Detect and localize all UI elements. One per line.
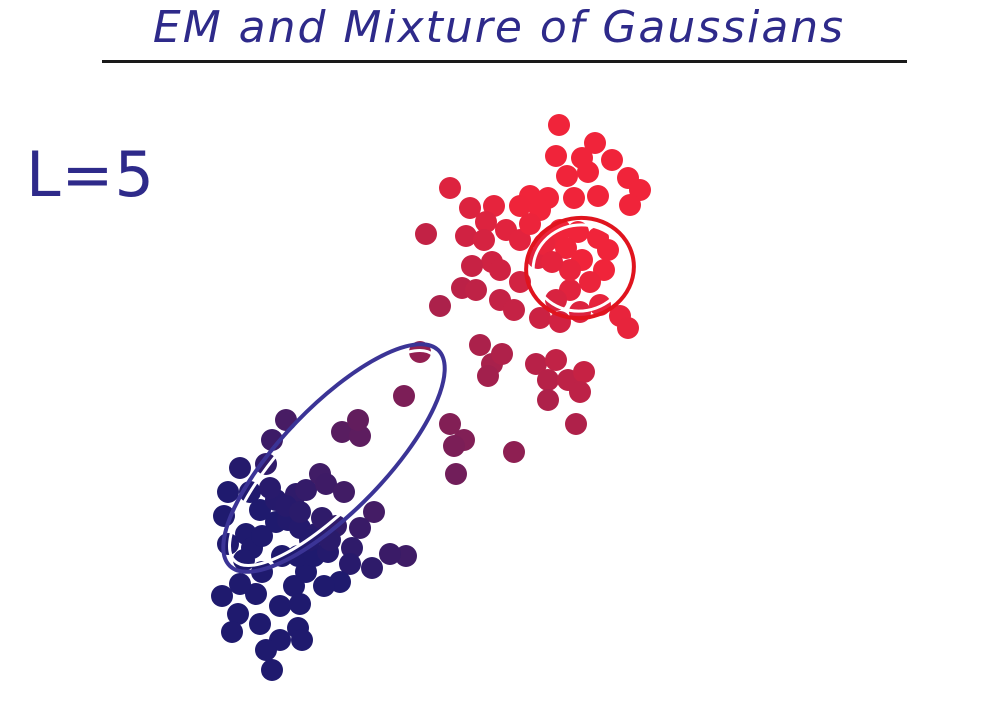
data-point	[289, 593, 311, 615]
data-point	[545, 349, 567, 371]
data-point	[269, 595, 291, 617]
data-point	[259, 477, 281, 499]
data-point	[601, 149, 623, 171]
data-point	[439, 413, 461, 435]
data-point	[519, 213, 541, 235]
data-point	[529, 307, 551, 329]
data-point	[469, 334, 491, 356]
data-point	[491, 343, 513, 365]
data-point	[211, 585, 233, 607]
data-point	[349, 425, 371, 447]
data-point	[393, 385, 415, 407]
data-point	[439, 177, 461, 199]
data-point	[217, 481, 239, 503]
data-point	[545, 145, 567, 167]
data-point	[577, 161, 599, 183]
data-point	[395, 545, 417, 567]
data-point	[315, 473, 337, 495]
data-point	[555, 237, 577, 259]
data-point	[569, 381, 591, 403]
data-point	[331, 421, 353, 443]
data-point	[584, 132, 606, 154]
data-point	[261, 659, 283, 681]
data-point	[565, 413, 587, 435]
data-point	[361, 557, 383, 579]
data-point	[545, 289, 567, 311]
data-point	[548, 114, 570, 136]
data-point	[443, 435, 465, 457]
data-point	[429, 295, 451, 317]
data-point	[573, 361, 595, 383]
data-point	[619, 194, 641, 216]
data-point	[537, 369, 559, 391]
data-point	[459, 197, 481, 219]
data-point	[227, 603, 249, 625]
gaussian-ellipses	[221, 215, 636, 574]
red-gaussian-ellipse	[524, 215, 636, 321]
data-point	[509, 229, 531, 251]
data-point	[229, 573, 251, 595]
data-point	[477, 365, 499, 387]
data-point	[255, 639, 277, 661]
data-point	[333, 481, 355, 503]
data-point	[525, 353, 547, 375]
data-point	[313, 575, 335, 597]
data-point	[341, 537, 363, 559]
data-point	[295, 479, 317, 501]
title-underline	[102, 60, 907, 63]
data-point	[221, 621, 243, 643]
data-point	[461, 255, 483, 277]
data-point	[415, 223, 437, 245]
data-point	[509, 195, 531, 217]
data-point	[245, 583, 267, 605]
data-point	[537, 389, 559, 411]
data-point	[503, 299, 525, 321]
data-point	[249, 613, 271, 635]
data-point	[291, 629, 313, 651]
iteration-label: L=5	[26, 138, 155, 211]
data-point	[587, 185, 609, 207]
data-point	[349, 517, 371, 539]
data-point	[251, 525, 273, 547]
data-point	[489, 259, 511, 281]
data-point	[255, 453, 277, 475]
slide-title: EM and Mixture of Gaussians	[152, 2, 846, 53]
data-point	[347, 409, 369, 431]
data-point	[541, 251, 563, 273]
data-point	[473, 229, 495, 251]
data-point	[379, 543, 401, 565]
blue-gaussian-ellipse	[221, 342, 447, 574]
data-point	[249, 499, 271, 521]
data-point	[559, 259, 581, 281]
data-point	[465, 279, 487, 301]
data-point	[229, 457, 251, 479]
data-point	[556, 165, 578, 187]
data-point	[617, 317, 639, 339]
data-point	[339, 553, 361, 575]
data-point	[503, 441, 525, 463]
data-point	[597, 239, 619, 261]
data-point	[363, 501, 385, 523]
data-point	[579, 271, 601, 293]
data-point	[563, 187, 585, 209]
data-point	[455, 225, 477, 247]
data-point	[445, 463, 467, 485]
data-point	[283, 575, 305, 597]
data-point	[289, 501, 311, 523]
data-point	[475, 211, 497, 233]
data-point	[233, 549, 255, 571]
